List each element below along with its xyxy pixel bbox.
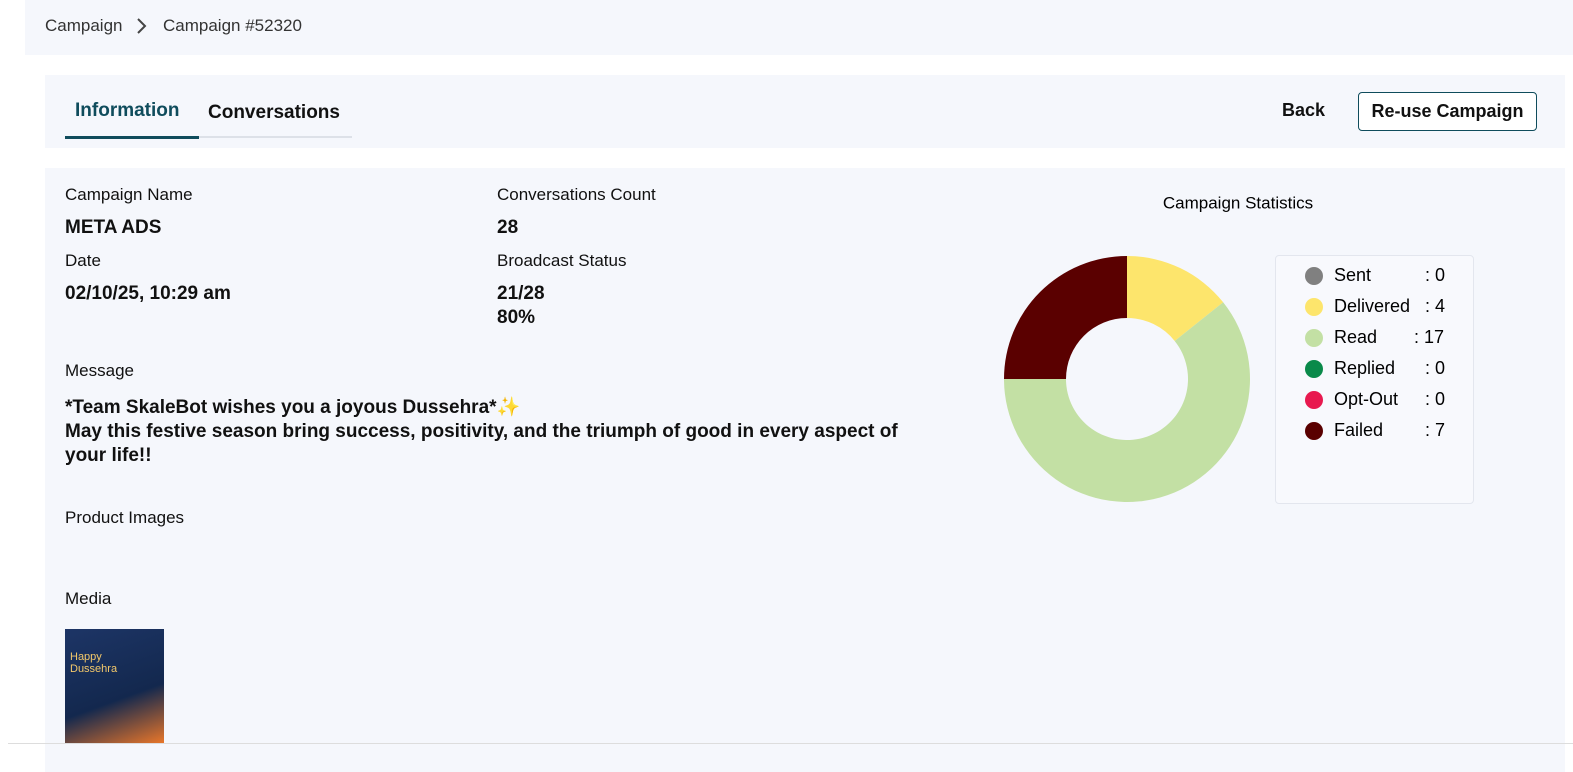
tab[interactable]: Conversations bbox=[208, 102, 340, 123]
donut-slice bbox=[1004, 256, 1127, 379]
message-line: May this festive season bring success, p… bbox=[65, 421, 898, 466]
field-label: Date bbox=[65, 251, 101, 270]
field-value: 02/10/25, 10:29 am bbox=[65, 283, 231, 304]
legend-swatch bbox=[1305, 360, 1323, 378]
field-value: 28 bbox=[497, 217, 519, 238]
breadcrumb-link[interactable]: Campaign bbox=[45, 16, 123, 35]
legend-swatch bbox=[1305, 422, 1323, 440]
field-label: Campaign Name bbox=[65, 185, 193, 204]
breadcrumb-chevron bbox=[137, 18, 147, 34]
field-label: Broadcast Status bbox=[497, 251, 627, 270]
legend-swatch bbox=[1305, 329, 1323, 347]
field-value: 21/28 bbox=[497, 283, 545, 304]
message-line: *Team SkaleBot wishes you a joyous Dusse… bbox=[65, 397, 521, 418]
legend-swatch bbox=[1305, 391, 1323, 409]
donut-slice bbox=[1127, 256, 1224, 341]
legend-label: Failed bbox=[1334, 420, 1383, 440]
legend-swatch bbox=[1305, 267, 1323, 285]
tab-underline bbox=[65, 136, 352, 138]
breadcrumb-bar bbox=[25, 0, 1573, 55]
field-label: Conversations Count bbox=[497, 185, 656, 204]
legend-label: Replied bbox=[1334, 358, 1395, 378]
media-thumbnail[interactable]: Happy Dussehra bbox=[65, 629, 164, 743]
legend-box bbox=[1275, 255, 1474, 504]
field-label: Media bbox=[65, 589, 112, 608]
tab-active-indicator bbox=[65, 136, 199, 139]
legend-value: : 0 bbox=[1425, 358, 1445, 378]
back-button[interactable]: Back bbox=[1282, 100, 1326, 120]
tab[interactable]: Information bbox=[75, 100, 180, 121]
legend-swatch bbox=[1305, 298, 1323, 316]
legend-value: : 4 bbox=[1425, 296, 1445, 316]
legend-label: Read bbox=[1334, 327, 1377, 347]
reuse-button[interactable]: Re-use Campaign bbox=[1358, 92, 1537, 131]
field-value: 80% bbox=[497, 307, 536, 328]
legend-value: : 0 bbox=[1425, 265, 1445, 285]
donut-slice bbox=[1004, 302, 1251, 502]
legend-value: : 0 bbox=[1425, 389, 1445, 409]
legend-label: Sent bbox=[1334, 265, 1371, 285]
tab-card bbox=[45, 75, 1565, 148]
media-text: Happy Dussehra bbox=[70, 651, 118, 675]
breadcrumb-current: Campaign #52320 bbox=[163, 16, 302, 35]
field-label: Message bbox=[65, 361, 134, 380]
legend-value: : 7 bbox=[1425, 420, 1445, 440]
legend-label: Opt-Out bbox=[1334, 389, 1398, 409]
field-value: META ADS bbox=[65, 217, 162, 238]
field-label: Product Images bbox=[65, 508, 185, 527]
legend-label: Delivered bbox=[1334, 296, 1410, 316]
footer-divider bbox=[8, 743, 1573, 744]
chart-title: Campaign Statistics bbox=[1163, 193, 1313, 212]
legend-value: : 17 bbox=[1414, 327, 1444, 347]
